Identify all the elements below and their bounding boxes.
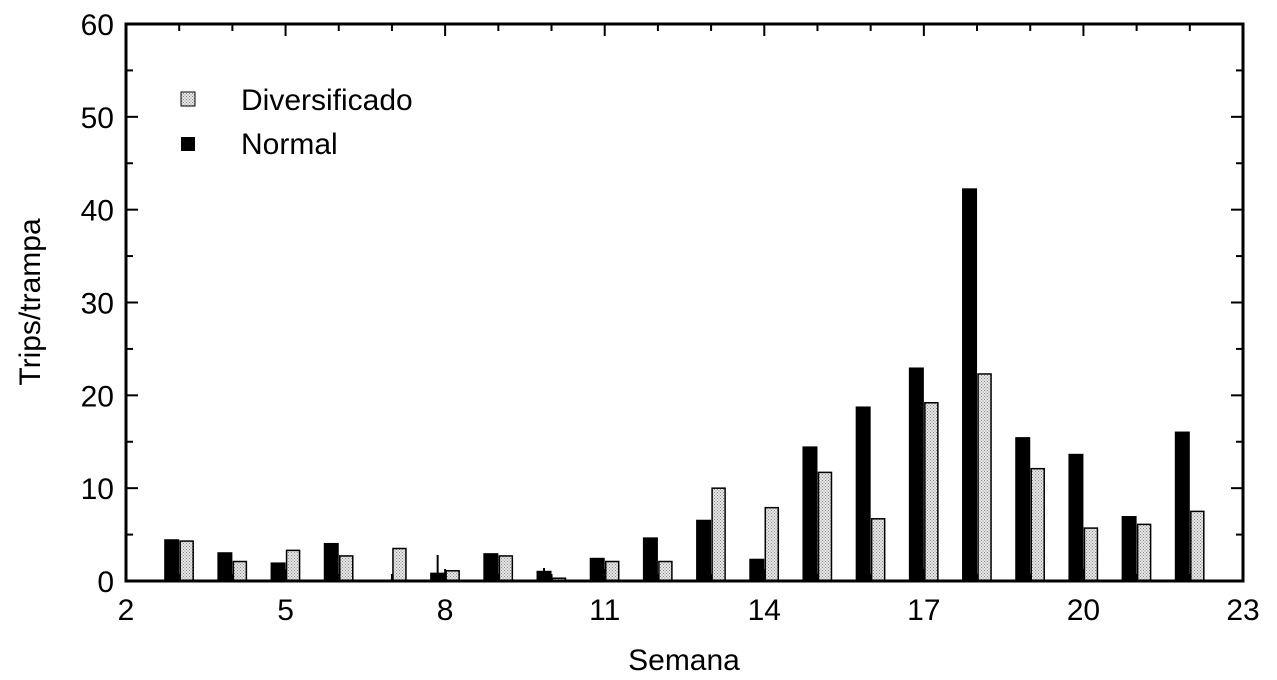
- bar-diversificado-week-5: [285, 549, 301, 582]
- y-axis-title: Trips/trampa: [14, 218, 47, 386]
- bar-normal-week-13: [696, 519, 712, 581]
- bar-diversificado-week-19: [1030, 467, 1045, 582]
- bars-layer: [164, 188, 1205, 582]
- bar-normal-week-19: [1015, 437, 1031, 581]
- bar-normal-week-12: [642, 537, 658, 581]
- legend-label-normal: Normal: [241, 128, 338, 161]
- plot-frame: [124, 22, 1245, 583]
- x-tick-label: 2: [118, 594, 135, 627]
- bar-diversificado-week-20: [1083, 527, 1099, 582]
- bar-diversificado-week-4: [232, 560, 248, 582]
- bar-normal-week-18: [962, 188, 978, 581]
- bar-diversificado-week-13: [711, 487, 726, 582]
- error-bars-layer: [436, 555, 546, 581]
- bar-diversificado-week-21: [1136, 523, 1152, 582]
- bar-diversificado-week-8: [445, 570, 460, 582]
- bar-normal-week-6: [323, 542, 339, 581]
- bar-normal-week-9: [483, 553, 499, 581]
- legend: Diversificado Normal: [180, 84, 413, 161]
- bar-normal-week-4: [217, 552, 233, 581]
- bar-diversificado-week-7: [392, 547, 407, 582]
- bar-normal-week-21: [1121, 516, 1137, 581]
- y-tick-label: 30: [81, 288, 114, 321]
- x-tick-label: 5: [277, 594, 294, 627]
- y-tick-label: 0: [97, 566, 114, 599]
- bar-diversificado-week-15: [817, 471, 833, 582]
- x-tick-label: 23: [1226, 594, 1259, 627]
- bar-normal-week-11: [589, 557, 605, 581]
- y-tick-labels: 0 10 20 30 40 50 60: [81, 9, 114, 599]
- x-tick-label: 14: [748, 594, 781, 627]
- bar-normal-week-20: [1068, 453, 1084, 581]
- bar-diversificado-week-3: [179, 540, 194, 582]
- bar-diversificado-week-11: [604, 560, 620, 582]
- bar-diversificado-week-9: [498, 555, 514, 582]
- x-axis-title: Semana: [628, 644, 740, 677]
- x-tick-label: 8: [437, 594, 454, 627]
- x-tick-labels: 2 5 8 11 14 17 20 23: [118, 594, 1260, 627]
- bar-normal-week-3: [164, 539, 180, 581]
- bar-diversificado-week-6: [339, 555, 354, 582]
- bar-normal-week-16: [855, 406, 871, 581]
- legend-swatch-normal: [181, 137, 195, 151]
- bar-diversificado-week-16: [870, 518, 886, 582]
- bar-normal-week-14: [749, 558, 765, 581]
- legend-swatch-diversificado: [180, 91, 196, 107]
- x-tick-label: 17: [907, 594, 940, 627]
- x-tick-label: 11: [589, 594, 620, 627]
- legend-label-diversificado: Diversificado: [241, 84, 413, 117]
- bar-diversificado-week-17: [924, 402, 939, 582]
- bar-diversificado-week-14: [764, 506, 780, 582]
- y-tick-label: 20: [81, 380, 114, 413]
- x-tick-label: 20: [1067, 594, 1100, 627]
- y-tick-label: 50: [81, 102, 114, 135]
- bar-normal-week-22: [1174, 431, 1190, 581]
- y-tick-label: 60: [81, 9, 114, 42]
- bar-normal-week-17: [908, 367, 924, 581]
- y-tick-label: 10: [81, 473, 114, 506]
- y-tick-label: 40: [81, 195, 114, 228]
- bar-diversificado-week-18: [977, 373, 992, 582]
- bar-normal-week-15: [802, 446, 818, 581]
- bar-normal-week-5: [270, 562, 286, 581]
- bar-diversificado-week-22: [1190, 510, 1205, 582]
- bar-diversificado-week-12: [658, 560, 673, 582]
